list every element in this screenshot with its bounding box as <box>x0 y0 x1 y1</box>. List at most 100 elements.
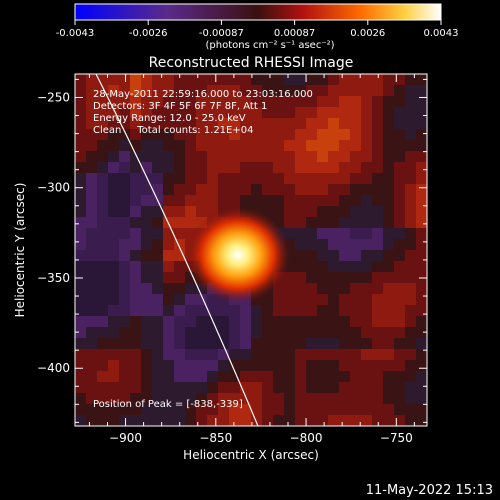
y-tick-label: −250 <box>37 90 70 104</box>
image-pixel <box>141 382 153 394</box>
image-pixel <box>328 261 340 273</box>
image-pixel <box>372 239 384 251</box>
image-pixel <box>350 404 362 416</box>
image-pixel <box>207 404 219 416</box>
image-pixel <box>75 129 87 141</box>
image-pixel <box>119 327 131 339</box>
image-pixel <box>130 195 142 207</box>
image-pixel <box>97 184 109 196</box>
image-pixel <box>152 184 164 196</box>
image-pixel <box>86 140 98 152</box>
image-pixel <box>174 184 186 196</box>
image-pixel <box>328 316 340 328</box>
image-pixel <box>416 316 427 328</box>
image-pixel <box>339 228 351 240</box>
image-pixel <box>108 272 120 284</box>
image-pixel <box>97 118 109 130</box>
image-pixel <box>196 382 208 394</box>
image-pixel <box>75 184 87 196</box>
image-pixel <box>240 371 252 383</box>
image-pixel <box>306 338 318 350</box>
image-pixel <box>75 85 87 97</box>
image-pixel <box>207 327 219 339</box>
image-pixel <box>361 129 373 141</box>
image-pixel <box>218 393 230 405</box>
image-pixel <box>273 173 285 185</box>
image-pixel <box>405 393 417 405</box>
colorbar-ticks: -0.0043 -0.0026 -0.00087 0.00087 0.0026 0.004… <box>56 20 459 39</box>
image-pixel <box>339 316 351 328</box>
image-pixel <box>317 239 329 251</box>
image-pixel <box>240 184 252 196</box>
image-pixel <box>273 382 285 394</box>
image-pixel <box>152 283 164 295</box>
image-pixel <box>185 415 197 426</box>
image-pixel <box>163 250 175 262</box>
image-pixel <box>141 371 153 383</box>
image-pixel <box>394 305 406 317</box>
image-pixel <box>75 415 87 426</box>
image-pixel <box>306 118 318 130</box>
image-pixel <box>394 316 406 328</box>
x-tick-label: −850 <box>199 431 232 445</box>
image-pixel <box>196 74 208 86</box>
image-pixel <box>284 415 296 426</box>
image-pixel <box>163 360 175 372</box>
image-pixel <box>229 96 241 108</box>
image-pixel <box>273 140 285 152</box>
image-pixel <box>284 349 296 361</box>
image-pixel <box>306 415 318 426</box>
image-pixel <box>240 96 252 108</box>
image-pixel <box>141 96 153 108</box>
image-pixel <box>350 118 362 130</box>
image-pixel <box>130 349 142 361</box>
image-pixel <box>163 415 175 426</box>
image-pixel <box>240 74 252 86</box>
image-pixel <box>152 250 164 262</box>
image-pixel <box>350 184 362 196</box>
image-pixel <box>262 162 274 174</box>
plot-axes: −900 −850 −800 −750 −250 −300 −350 −400 <box>37 74 427 445</box>
image-pixel <box>394 393 406 405</box>
image-pixel <box>394 195 406 207</box>
image-pixel <box>262 129 274 141</box>
image-pixel <box>86 118 98 130</box>
image-pixel <box>174 206 186 218</box>
image-pixel <box>273 85 285 97</box>
image-pixel <box>207 371 219 383</box>
image-pixel <box>350 261 362 273</box>
image-pixel <box>317 272 329 284</box>
flare-source <box>186 207 290 303</box>
info-block: 28-May-2011 22:59:16.000 to 23:03:16.000… <box>93 89 313 136</box>
image-pixel <box>196 195 208 207</box>
image-pixel <box>361 118 373 130</box>
image-pixel <box>207 415 219 426</box>
image-pixel <box>119 338 131 350</box>
image-pixel <box>328 173 340 185</box>
image-pixel <box>295 184 307 196</box>
image-pixel <box>119 217 131 229</box>
image-pixel <box>163 140 175 152</box>
image-pixel <box>152 162 164 174</box>
image-pixel <box>350 228 362 240</box>
image-pixel <box>97 250 109 262</box>
image-pixel <box>229 404 241 416</box>
image-pixel <box>97 173 109 185</box>
image-pixel <box>207 173 219 185</box>
image-pixel <box>152 393 164 405</box>
image-pixel <box>394 96 406 108</box>
image-pixel <box>372 250 384 262</box>
image-pixel <box>295 415 307 426</box>
image-pixel <box>218 371 230 383</box>
image-pixel <box>295 316 307 328</box>
image-pixel <box>152 261 164 273</box>
image-pixel <box>361 173 373 185</box>
image-pixel <box>383 360 395 372</box>
image-pixel <box>141 129 153 141</box>
image-pixel <box>130 118 142 130</box>
image-pixel <box>317 217 329 229</box>
image-pixel <box>152 239 164 251</box>
image-pixel <box>372 338 384 350</box>
image-pixel <box>284 393 296 405</box>
image-pixel <box>273 305 285 317</box>
